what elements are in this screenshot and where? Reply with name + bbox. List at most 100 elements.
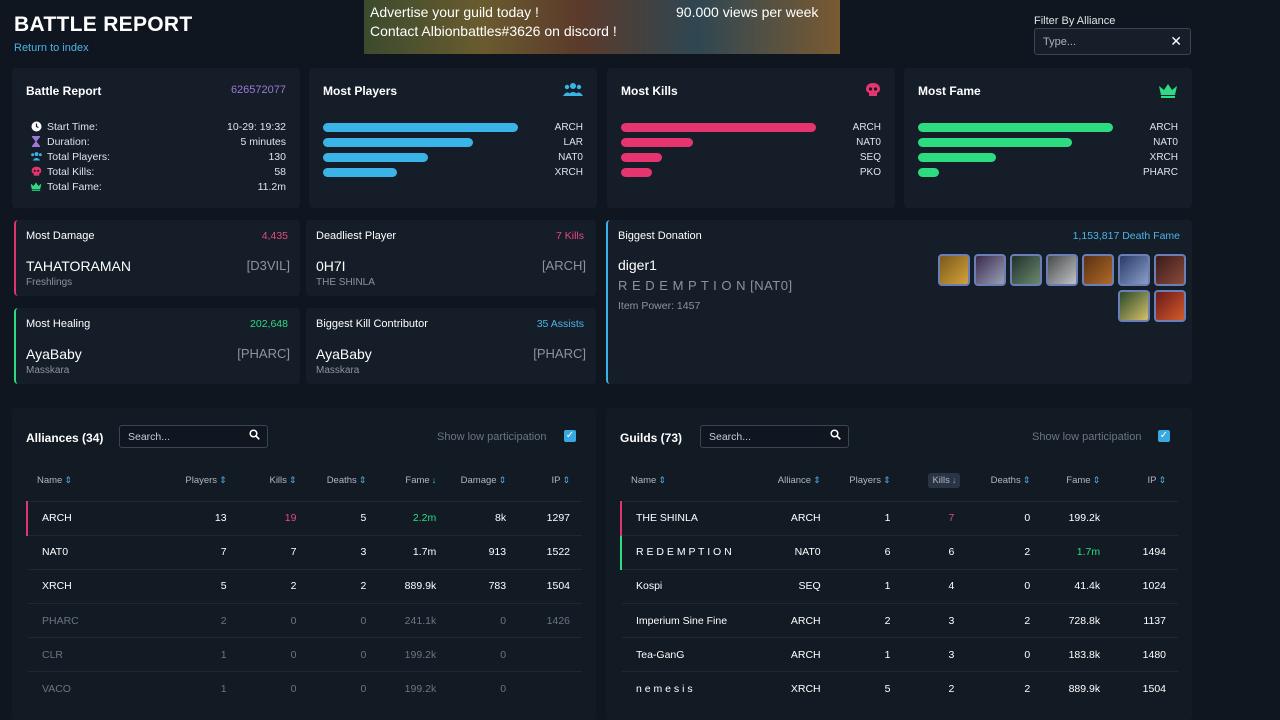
item-cape-icon[interactable] xyxy=(1082,254,1114,286)
guilds-low-participation-checkbox[interactable]: ✓ xyxy=(1158,430,1170,442)
table-row[interactable]: THE SHINLA ARCH 1 7 0 199.2k xyxy=(620,500,1178,536)
clear-filter-icon[interactable]: ✕ xyxy=(1170,33,1182,49)
col-deaths[interactable]: Deaths ⇕ xyxy=(990,475,1031,487)
battle-id[interactable]: 626572077 xyxy=(230,84,286,96)
guilds-search-box xyxy=(700,425,849,448)
cell-players: 6 xyxy=(820,534,891,570)
table-row[interactable]: n e m e s i s XRCH 5 2 2 889.9k 1504 xyxy=(621,671,1178,707)
item-mount-icon[interactable] xyxy=(1154,254,1186,286)
cell-deaths: 0 xyxy=(296,603,367,638)
kill-contributor-tag: [PHARC] xyxy=(533,346,586,361)
col-deaths[interactable]: Deaths ⇕ xyxy=(326,475,367,487)
item-armor-icon[interactable] xyxy=(1010,254,1042,286)
cell-players: 5 xyxy=(176,568,227,604)
most-healing-player[interactable]: AyaBaby xyxy=(26,346,82,362)
most-fame-card: Most Fame ARCH NAT0 XRCH PHARC xyxy=(904,68,1192,208)
item-bag-icon[interactable] xyxy=(1118,254,1150,286)
search-icon[interactable] xyxy=(830,429,841,443)
table-row[interactable]: VACO 1 0 0 199.2k 0 xyxy=(27,671,582,707)
deadliest-player-card: Deadliest Player 7 Kills 0H7I [ARCH] THE… xyxy=(306,220,596,296)
deadliest-value: 7 Kills xyxy=(555,230,584,242)
guild-name: THE SHINLA xyxy=(620,500,751,536)
bar-row: NAT0 xyxy=(918,137,1178,149)
cell-deaths: 0 xyxy=(296,671,367,707)
col-fame[interactable]: Fame ⇕ xyxy=(1066,475,1101,487)
col-damage[interactable]: Damage ⇕ xyxy=(460,475,507,487)
col-name[interactable]: Name ⇕ xyxy=(631,475,666,487)
cell-kills: 0 xyxy=(226,671,297,707)
stat-row: Total Players: xyxy=(30,151,110,163)
stat-row: Total Fame: xyxy=(30,181,102,193)
most-healing-value: 202,648 xyxy=(250,318,288,330)
cell-kills: 7 xyxy=(226,534,297,570)
donation-player[interactable]: diger1 xyxy=(618,257,657,273)
cell-kills: 6 xyxy=(890,534,961,570)
cell-deaths: 0 xyxy=(960,500,1031,536)
table-row[interactable]: Imperium Sine Fine ARCH 2 3 2 728.8k 1137 xyxy=(621,603,1178,638)
cell-kills: 4 xyxy=(890,568,961,604)
item-shoes-icon[interactable] xyxy=(1046,254,1078,286)
cell-ip: 1426 xyxy=(506,603,582,638)
guilds-table: Name ⇕ Alliance ⇕ Players ⇕ Kills ↓ Deaths ⇕ … xyxy=(620,461,1178,707)
cell-deaths: 2 xyxy=(960,671,1031,707)
bar xyxy=(323,138,473,147)
stat-value: 5 minutes xyxy=(240,136,286,148)
table-row[interactable]: XRCH 5 2 2 889.9k 783 1504 xyxy=(27,568,582,604)
filter-alliance-input[interactable] xyxy=(1035,29,1165,54)
kill-contributor-player[interactable]: AyaBaby xyxy=(316,346,372,362)
deadliest-player[interactable]: 0H7I xyxy=(316,258,346,274)
col-name[interactable]: Name ⇕ xyxy=(37,475,72,487)
table-row[interactable]: R E D E M P T I O N NAT0 6 6 2 1.7m 1494 xyxy=(620,534,1178,570)
most-damage-player[interactable]: TAHATORAMAN xyxy=(26,258,132,274)
cell-deaths: 2 xyxy=(960,534,1031,570)
col-alliance[interactable]: Alliance ⇕ xyxy=(777,475,821,487)
item-food-icon[interactable] xyxy=(1154,290,1186,322)
col-ip[interactable]: IP ⇕ xyxy=(551,475,570,487)
col-players[interactable]: Players ⇕ xyxy=(185,475,227,487)
cell-players: 2 xyxy=(176,603,227,638)
bar-row: XRCH xyxy=(918,152,1178,164)
cell-fame: 1.7m xyxy=(366,534,437,570)
bar xyxy=(918,153,996,162)
alliances-low-participation-checkbox[interactable]: ✓ xyxy=(564,430,576,442)
search-icon[interactable] xyxy=(249,429,260,443)
guilds-panel: Guilds (73) Show low participation ✓ Nam… xyxy=(606,408,1192,720)
cell-ip: 1297 xyxy=(506,500,582,536)
cell-deaths: 0 xyxy=(296,637,367,672)
table-row[interactable]: NAT0 7 7 3 1.7m 913 1522 xyxy=(27,534,582,570)
cell-ip: 1504 xyxy=(506,568,582,604)
cell-kills: 0 xyxy=(226,637,297,672)
table-row[interactable]: Tea-GanG ARCH 1 3 0 183.8k 1480 xyxy=(621,637,1178,672)
skull-icon xyxy=(30,166,42,178)
bar-row: ARCH xyxy=(918,122,1178,134)
col-players[interactable]: Players ⇕ xyxy=(849,475,891,487)
table-row[interactable]: CLR 1 0 0 199.2k 0 xyxy=(27,637,582,672)
kill-contributor-title: Biggest Kill Contributor xyxy=(316,318,428,330)
col-kills[interactable]: Kills ↓ xyxy=(891,461,961,501)
bar-row: NAT0 xyxy=(621,137,881,149)
col-ip[interactable]: IP ⇕ xyxy=(1147,475,1166,487)
guilds-search-input[interactable] xyxy=(701,426,821,447)
cell-fame: 183.8k xyxy=(1030,637,1101,672)
table-row[interactable]: ARCH 13 19 5 2.2m 8k 1297 xyxy=(26,500,582,536)
bar-row: XRCH xyxy=(323,167,583,179)
cell-players: 5 xyxy=(820,671,891,707)
skull-icon xyxy=(865,82,881,103)
item-weapon-icon[interactable] xyxy=(938,254,970,286)
alliances-search-input[interactable] xyxy=(120,426,240,447)
bar-row: ARCH xyxy=(621,122,881,134)
stat-value: 130 xyxy=(268,151,286,163)
item-head-icon[interactable] xyxy=(974,254,1006,286)
table-row[interactable]: PHARC 2 0 0 241.1k 0 1426 xyxy=(27,603,582,638)
col-fame[interactable]: Fame ↓ xyxy=(405,475,437,487)
ad-banner[interactable]: Advertise your guild today ! Contact Alb… xyxy=(364,0,840,54)
cell-kills: 3 xyxy=(890,637,961,672)
col-kills[interactable]: Kills ⇕ xyxy=(269,475,297,487)
cell-fame: 241.1k xyxy=(366,603,437,638)
item-potion-icon[interactable] xyxy=(1118,290,1150,322)
most-kills-card: Most Kills ARCH NAT0 SEQ PKO xyxy=(607,68,895,208)
kill-contributor-card: Biggest Kill Contributor 35 Assists AyaB… xyxy=(306,308,596,384)
bar xyxy=(621,153,662,162)
return-to-index-link[interactable]: Return to index xyxy=(14,42,89,54)
table-row[interactable]: Kospi SEQ 1 4 0 41.4k 1024 xyxy=(621,568,1178,604)
